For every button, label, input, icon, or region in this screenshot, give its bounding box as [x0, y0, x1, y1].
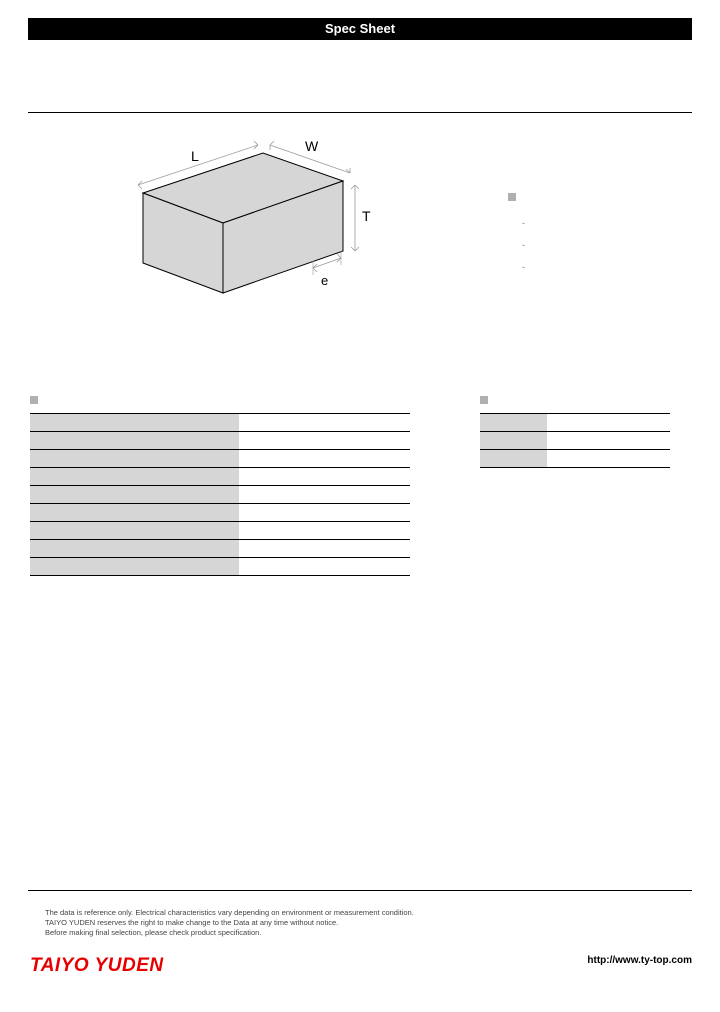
spec-value: [239, 522, 410, 540]
table-row: [30, 486, 410, 504]
pkg-value: [547, 414, 671, 432]
tables-section: [30, 395, 690, 576]
pkg-label: [480, 414, 547, 432]
top-rule: [28, 112, 692, 113]
pkg-label: [480, 432, 547, 450]
notes-list: - - -: [508, 188, 525, 272]
spec-label: [30, 522, 239, 540]
table-row: [480, 450, 670, 468]
spec-label: [30, 414, 239, 432]
label-W: W: [305, 138, 319, 154]
square-bullet-icon: [480, 396, 488, 404]
spec-value: [239, 414, 410, 432]
spec-value: [239, 432, 410, 450]
note-item: -: [522, 218, 525, 228]
square-bullet-icon: [30, 396, 38, 404]
header-title-bar: Spec Sheet: [28, 18, 692, 40]
table-row: [30, 504, 410, 522]
page-content: Spec Sheet L W: [28, 18, 692, 328]
spec-value: [239, 504, 410, 522]
brand-logo: TAIYO YUDEN: [30, 955, 164, 977]
table-row: [30, 432, 410, 450]
package-table: [480, 413, 670, 468]
header-title: Spec Sheet: [325, 21, 395, 36]
disclaimer-line: Before making final selection, please ch…: [45, 928, 414, 938]
component-diagram: L W T e: [113, 133, 692, 328]
disclaimer-text: The data is reference only. Electrical c…: [45, 908, 414, 937]
spec-label: [30, 450, 239, 468]
spec-label: [30, 558, 239, 576]
pkg-value: [547, 432, 671, 450]
footer-url: http://www.ty-top.com: [587, 955, 692, 966]
spec-value: [239, 450, 410, 468]
disclaimer-line: TAIYO YUDEN reserves the right to make c…: [45, 918, 414, 928]
pkg-label: [480, 450, 547, 468]
spec-value: [239, 468, 410, 486]
note-item: -: [522, 262, 525, 272]
spec-label: [30, 468, 239, 486]
footer-rule: [28, 890, 692, 891]
label-e: e: [321, 273, 328, 288]
label-L: L: [191, 148, 199, 164]
table-row: [30, 468, 410, 486]
pkg-value: [547, 450, 671, 468]
spec-value: [239, 558, 410, 576]
spec-label: [30, 504, 239, 522]
note-item: -: [522, 240, 525, 250]
spec-label: [30, 432, 239, 450]
spec-table: [30, 413, 410, 576]
table-row: [30, 450, 410, 468]
label-T: T: [362, 208, 371, 224]
pkg-table-block: [480, 395, 670, 468]
package-3d-svg: L W T e: [113, 133, 373, 323]
table-row: [480, 414, 670, 432]
table-row: [30, 522, 410, 540]
spec-value: [239, 486, 410, 504]
table-row: [30, 414, 410, 432]
spec-value: [239, 540, 410, 558]
table-row: [480, 432, 670, 450]
table-row: [30, 558, 410, 576]
table-row: [30, 540, 410, 558]
spec-label: [30, 540, 239, 558]
spec-table-block: [30, 395, 410, 576]
spec-label: [30, 486, 239, 504]
disclaimer-line: The data is reference only. Electrical c…: [45, 908, 414, 918]
square-bullet-icon: [508, 193, 516, 201]
